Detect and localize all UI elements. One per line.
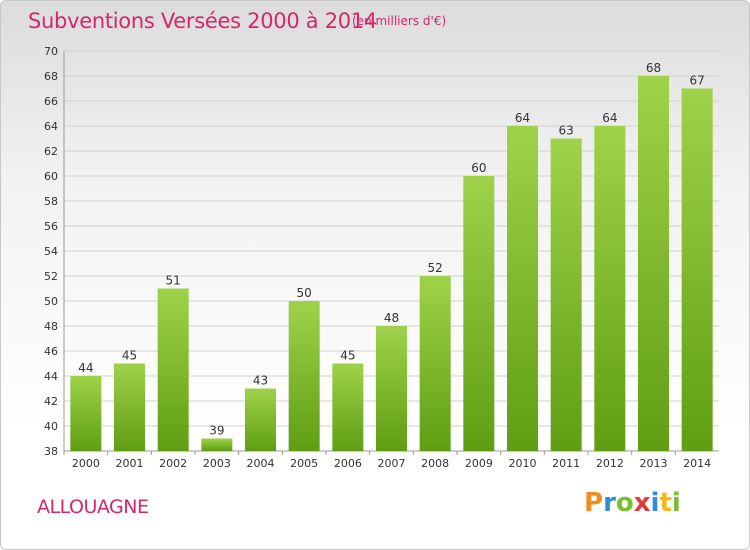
bar-2011: [550, 138, 582, 451]
bar-2009: [463, 176, 495, 451]
logo-letter: t: [659, 488, 672, 518]
bar-2012: [594, 126, 626, 451]
bar-value-label: 51: [166, 274, 181, 288]
y-tick-label: 48: [44, 320, 58, 333]
bar-2000: [70, 376, 102, 451]
bar-value-label: 43: [253, 374, 268, 388]
y-tick-label: 56: [44, 220, 58, 233]
bar-2013: [638, 76, 669, 451]
bar-2005: [288, 301, 320, 451]
x-tick-label: 2000: [72, 457, 100, 470]
bar-value-label: 67: [690, 74, 705, 88]
x-tick-label: 2001: [116, 457, 144, 470]
bar-2001: [114, 363, 145, 451]
bar-2008: [419, 276, 451, 451]
y-tick-label: 46: [44, 345, 58, 358]
logo-letter: i: [650, 488, 660, 518]
bar-value-label: 48: [384, 311, 399, 325]
x-tick-label: 2006: [334, 457, 362, 470]
bar-value-label: 45: [340, 349, 355, 363]
bar-value-label: 50: [297, 286, 312, 300]
y-tick-label: 66: [44, 95, 58, 108]
y-tick-label: 70: [44, 45, 58, 58]
y-tick-label: 40: [44, 420, 58, 433]
bar-2010: [507, 126, 538, 451]
x-tick-label: 2007: [378, 457, 406, 470]
bar-value-label: 44: [78, 361, 93, 375]
bar-value-label: 68: [646, 61, 661, 75]
y-tick-label: 52: [44, 270, 58, 283]
x-tick-label: 2008: [421, 457, 449, 470]
y-tick-label: 38: [44, 445, 58, 458]
y-tick-label: 68: [44, 70, 58, 83]
y-tick-label: 60: [44, 170, 58, 183]
y-tick-label: 62: [44, 145, 58, 158]
y-tick-label: 50: [44, 295, 58, 308]
logo-letter: i: [671, 488, 681, 518]
bar-2004: [245, 388, 276, 451]
bar-2003: [201, 438, 233, 451]
bar-value-label: 52: [428, 261, 443, 275]
x-tick-label: 2010: [509, 457, 537, 470]
y-tick-label: 58: [44, 195, 58, 208]
x-tick-label: 2011: [552, 457, 580, 470]
bar-2006: [332, 363, 364, 451]
y-tick-label: 44: [44, 370, 58, 383]
y-tick-label: 42: [44, 395, 58, 408]
y-tick-label: 54: [44, 245, 58, 258]
x-tick-label: 2002: [159, 457, 187, 470]
x-tick-label: 2009: [465, 457, 493, 470]
chart-unit-note: (en milliers d'€): [352, 14, 447, 28]
bar-2014: [681, 88, 713, 451]
bar-2007: [376, 326, 407, 451]
x-tick-label: 2014: [683, 457, 711, 470]
bar-value-label: 63: [559, 124, 574, 138]
x-tick-label: 2003: [203, 457, 231, 470]
x-tick-label: 2012: [596, 457, 624, 470]
bar-value-label: 60: [471, 161, 486, 175]
x-tick-label: 2004: [247, 457, 275, 470]
bar-value-label: 39: [209, 424, 224, 438]
chart-title: Subventions Versées 2000 à 2014: [28, 9, 377, 33]
bar-value-label: 64: [602, 111, 617, 125]
bar-2002: [157, 288, 189, 451]
x-tick-label: 2005: [290, 457, 318, 470]
proxiti-logo: Proxiti: [584, 488, 681, 518]
logo-letter: P: [584, 488, 604, 518]
x-tick-label: 2013: [640, 457, 668, 470]
bar-value-label: 45: [122, 349, 137, 363]
logo-letter: r: [603, 488, 616, 518]
bar-value-label: 64: [515, 111, 530, 125]
logo-letter: o: [615, 488, 634, 518]
y-tick-label: 64: [44, 120, 58, 133]
logo-letter: x: [633, 488, 651, 518]
commune-name: ALLOUAGNE: [37, 496, 149, 518]
